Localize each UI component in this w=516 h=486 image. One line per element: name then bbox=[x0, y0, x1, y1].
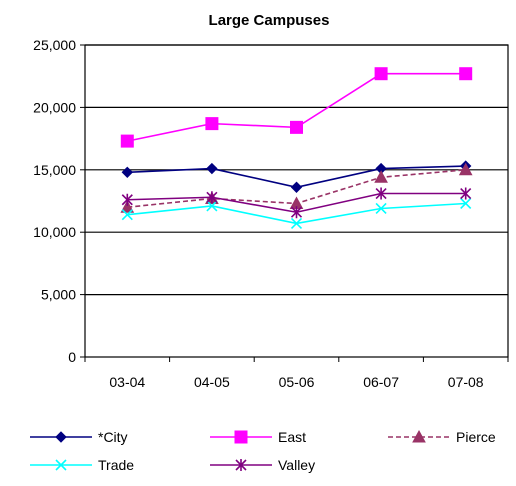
x-tick-label: 05-06 bbox=[279, 374, 315, 390]
x-tick-label: 07-08 bbox=[448, 374, 484, 390]
y-tick-label: 20,000 bbox=[33, 99, 76, 115]
data-point-city bbox=[206, 162, 218, 175]
data-point-pierce bbox=[374, 170, 388, 183]
x-tick-label: 06-07 bbox=[363, 374, 399, 390]
legend-item-city: *City bbox=[30, 429, 128, 445]
data-point-east bbox=[459, 67, 473, 81]
data-point-trade bbox=[206, 200, 218, 212]
legend-marker bbox=[234, 430, 248, 444]
legend-marker bbox=[412, 429, 426, 443]
data-point-pierce bbox=[120, 200, 135, 213]
legend-marker bbox=[55, 459, 67, 471]
legend-item-trade: Trade bbox=[30, 457, 134, 473]
data-point-valley bbox=[290, 206, 303, 219]
plot-area: 0 5,000 10,000 15,000 20,000 25,000 03-04 04-05… bbox=[33, 37, 509, 390]
data-point-trade bbox=[460, 197, 472, 210]
chart-title: Large Campuses bbox=[209, 12, 330, 29]
data-point-city bbox=[290, 181, 303, 193]
data-point-trade bbox=[375, 202, 387, 215]
legend-item-east: East bbox=[210, 429, 306, 445]
y-tick-label: 5,000 bbox=[41, 287, 76, 303]
data-point-east bbox=[290, 120, 303, 134]
data-point-east bbox=[120, 134, 134, 148]
plot-frame bbox=[84, 44, 509, 358]
x-tick-label: 03-04 bbox=[109, 374, 145, 390]
data-point-east bbox=[205, 117, 219, 131]
legend-label: Pierce bbox=[456, 429, 496, 445]
data-point-trade bbox=[121, 209, 133, 221]
legend-label: Trade bbox=[98, 457, 134, 473]
data-point-east bbox=[374, 67, 388, 81]
data-point-trade bbox=[290, 217, 303, 230]
legend-label: Valley bbox=[278, 457, 315, 473]
legend-marker bbox=[55, 431, 67, 443]
data-point-pierce bbox=[458, 162, 473, 176]
y-tick-label: 15,000 bbox=[33, 162, 76, 178]
legend-label: *City bbox=[98, 429, 128, 445]
data-point-valley bbox=[121, 193, 133, 206]
data-point-city bbox=[121, 166, 134, 179]
legend-label: East bbox=[278, 429, 306, 445]
y-tick-label: 25,000 bbox=[33, 37, 76, 53]
y-tick-label: 10,000 bbox=[33, 224, 76, 240]
legend-marker bbox=[235, 459, 247, 471]
data-point-valley bbox=[460, 187, 472, 200]
data-point-valley bbox=[206, 191, 218, 204]
y-tick-label: 0 bbox=[68, 349, 76, 365]
x-tick-label: 04-05 bbox=[194, 374, 230, 390]
legend: *City East Pierce Trade Valley bbox=[30, 429, 496, 473]
data-point-valley bbox=[375, 187, 387, 200]
legend-item-valley: Valley bbox=[210, 457, 315, 473]
legend-item-pierce: Pierce bbox=[388, 429, 496, 445]
